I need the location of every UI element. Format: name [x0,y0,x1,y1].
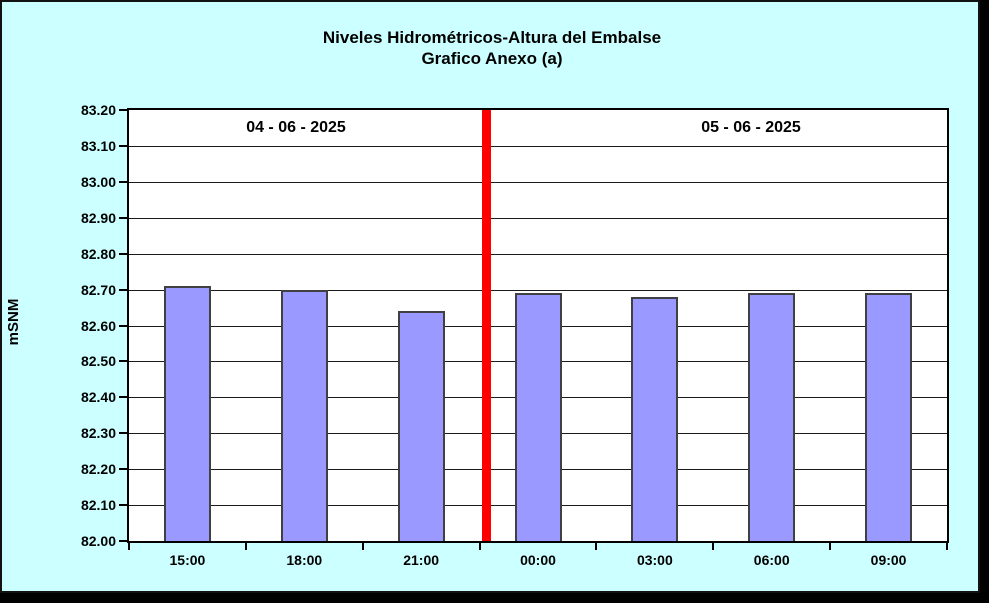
y-tick-label: 83.10 [80,137,116,154]
chart-title: Niveles Hidrométricos-Altura del Embalse [322,28,662,47]
x-axis-tick [361,543,364,550]
chart-frame: Niveles Hidrométricos-Altura del Embalse… [0,0,980,593]
y-axis-tick [119,504,127,507]
y-axis-tick [119,468,127,471]
y-axis-tick [119,216,127,219]
chart-title-block: Niveles Hidrométricos-Altura del Embalse… [2,27,982,69]
x-tick-label: 15:00 [169,552,206,568]
gridline [129,145,947,147]
bar-2100 [397,311,445,541]
chart-subtitle: Grafico Anexo (a) [421,49,563,68]
y-axis-tick [119,144,127,147]
y-axis-tick [119,360,127,363]
bar-0600 [748,293,796,541]
y-tick-label: 82.20 [80,461,116,478]
date-label: 05 - 06 - 2025 [701,119,801,136]
x-tick-label: 06:00 [753,552,790,568]
bar-0300 [631,296,679,541]
y-tick-label: 82.40 [80,389,116,406]
y-axis-tick [119,180,127,183]
y-tick-label: 82.00 [80,533,116,549]
x-tick-label: 00:00 [520,552,556,568]
gridline [129,253,947,255]
y-tick-label: 82.60 [80,317,116,334]
x-axis-tick [244,543,247,550]
y-axis-tick [119,324,127,327]
y-tick-label: 83.20 [80,102,116,118]
date-label: 04 - 06 - 2025 [246,119,346,136]
bar-0900 [865,293,913,541]
y-tick-label: 82.90 [80,209,116,226]
y-axis-tick [119,288,127,291]
day-separator-line [481,110,491,541]
x-tick-label: 21:00 [403,552,440,568]
x-axis-tick [128,543,130,550]
y-axis-tick [119,109,127,111]
y-tick-label: 82.30 [80,425,116,442]
x-axis-tick [478,543,481,550]
y-tick-label: 82.70 [80,281,116,298]
plot-area: 04 - 06 - 2025 05 - 06 - 2025 [119,108,949,550]
y-tick-label: 83.00 [80,173,116,190]
y-axis-tick [119,396,127,399]
x-axis-tick [829,543,832,550]
x-axis-tick [712,543,715,550]
y-axis-tick [119,540,127,542]
gridline [129,181,947,183]
y-tick-label: 82.50 [80,353,116,370]
y-tick-label: 82.80 [80,245,116,262]
x-tick-label: 09:00 [870,552,907,568]
gridline [129,217,947,219]
gridline [129,289,947,291]
x-tick-label: 18:00 [286,552,323,568]
x-axis-tick [595,543,598,550]
bar-1800 [280,289,328,541]
y-axis-title: mSNM [5,298,22,346]
y-axis-tick [119,252,127,255]
bar-1500 [163,285,211,541]
x-axis-tick [946,543,948,550]
bar-0000 [514,293,562,541]
x-tick-label: 03:00 [636,552,673,568]
y-tick-label: 82.10 [80,497,116,514]
y-axis-tick [119,432,127,435]
